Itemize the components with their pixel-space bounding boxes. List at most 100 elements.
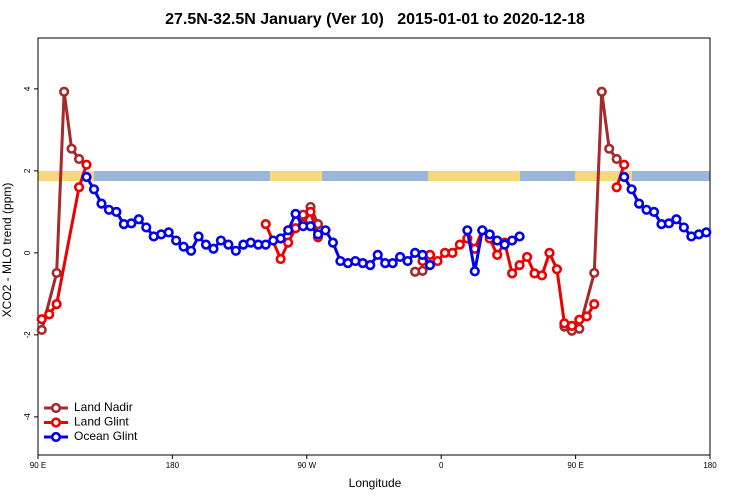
- point: [544, 247, 555, 258]
- x-tick-label: 0: [439, 461, 444, 470]
- point: [208, 243, 219, 254]
- x-axis-label: Longitude: [349, 476, 402, 490]
- point: [320, 225, 331, 236]
- point: [126, 218, 137, 229]
- point: [619, 171, 630, 183]
- point: [372, 249, 383, 261]
- point: [66, 143, 77, 154]
- point: [402, 255, 413, 267]
- point: [551, 264, 563, 275]
- point: [499, 239, 510, 250]
- land-strip: [270, 171, 322, 181]
- series: [81, 171, 712, 277]
- point: [626, 184, 637, 195]
- point: [701, 227, 712, 238]
- point: [133, 214, 144, 225]
- point: [36, 314, 47, 325]
- point: [648, 206, 660, 217]
- point: [51, 267, 62, 279]
- point: [462, 225, 473, 236]
- point: [678, 222, 689, 233]
- ocean-strip: [38, 171, 710, 181]
- point: [111, 206, 122, 217]
- point: [536, 270, 548, 281]
- x-tick-label: 90 E: [30, 461, 46, 470]
- point: [484, 229, 495, 240]
- point: [387, 258, 398, 269]
- point: [454, 239, 465, 250]
- point: [51, 299, 62, 310]
- point: [663, 218, 675, 229]
- x-tick-label: 180: [703, 461, 717, 470]
- plot-frame: [37, 37, 711, 456]
- point: [73, 182, 85, 193]
- point: [327, 237, 339, 248]
- point: [514, 260, 525, 271]
- point: [260, 239, 271, 250]
- point: [507, 235, 518, 246]
- y-tick-label: 4: [23, 86, 32, 91]
- point: [596, 86, 607, 97]
- point: [88, 184, 100, 195]
- point: [305, 206, 316, 217]
- land-strip: [38, 171, 94, 181]
- y-tick-label: 2: [23, 168, 32, 173]
- point: [305, 221, 316, 232]
- point: [365, 260, 376, 271]
- point: [178, 241, 189, 252]
- point: [290, 208, 301, 220]
- point: [611, 182, 622, 193]
- point: [611, 153, 622, 165]
- point: [424, 260, 436, 271]
- series-line: [40, 91, 618, 333]
- point: [275, 233, 286, 244]
- x-tick-label: 90 W: [297, 461, 316, 470]
- point: [581, 311, 592, 322]
- point: [477, 225, 488, 236]
- land-strip: [428, 171, 520, 181]
- point: [283, 225, 294, 236]
- legend-label: Ocean Glint: [74, 429, 138, 443]
- point: [163, 227, 174, 238]
- point: [36, 324, 47, 336]
- point: [521, 251, 533, 263]
- point: [507, 268, 518, 279]
- point: [185, 245, 197, 256]
- point: [671, 214, 682, 225]
- point: [417, 249, 428, 261]
- point: [604, 143, 615, 154]
- point: [432, 255, 443, 267]
- legend-label: Land Nadir: [74, 400, 133, 414]
- x-tick-label: 90 E: [567, 461, 583, 470]
- point: [59, 86, 70, 97]
- point: [230, 245, 241, 256]
- series: [36, 159, 630, 331]
- point: [81, 171, 92, 183]
- y-tick-label: 0: [23, 250, 32, 255]
- point: [283, 237, 294, 248]
- point: [312, 229, 324, 240]
- point: [73, 153, 85, 165]
- point: [193, 231, 204, 242]
- legend-marker: [50, 431, 62, 443]
- point: [417, 265, 428, 276]
- point: [589, 299, 600, 310]
- point: [469, 266, 480, 277]
- point: [260, 219, 271, 230]
- point: [223, 239, 234, 250]
- point: [492, 249, 503, 261]
- y-axis-label: XCO2 - MLO trend (ppm): [0, 183, 14, 318]
- point: [44, 309, 55, 320]
- point: [141, 222, 152, 233]
- land-strip: [575, 171, 632, 181]
- point: [619, 159, 630, 170]
- point: [200, 239, 212, 250]
- point: [447, 247, 458, 258]
- point: [215, 235, 227, 246]
- point: [171, 235, 182, 246]
- map-strip: [38, 171, 710, 181]
- point: [514, 231, 525, 242]
- y-tick-label: -4: [23, 413, 32, 421]
